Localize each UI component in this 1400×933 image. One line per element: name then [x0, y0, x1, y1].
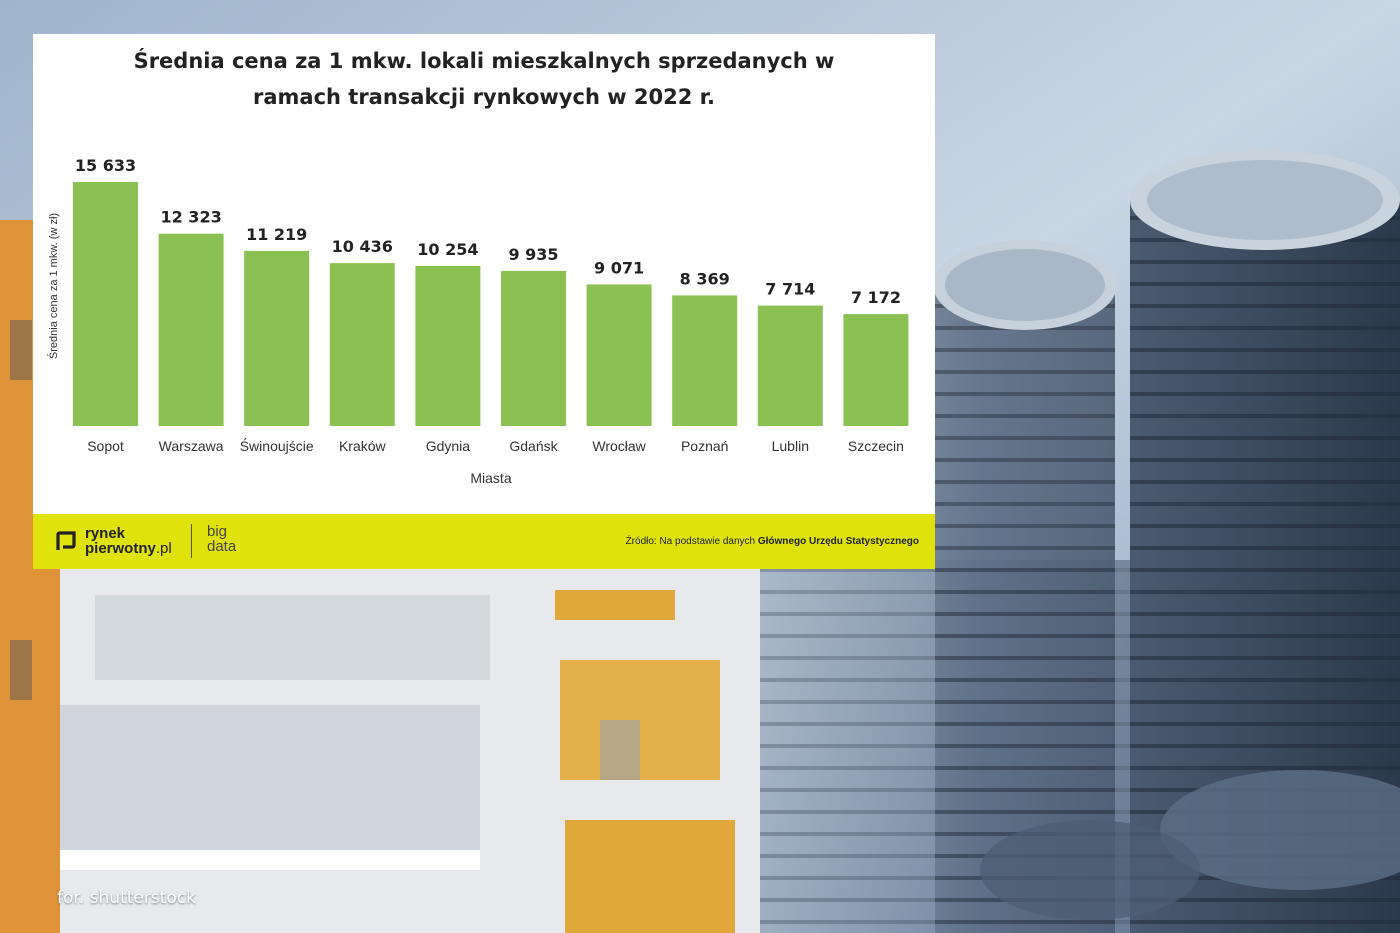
category-label-2: Świnoujście [240, 437, 314, 454]
logo-suffix: .pl [155, 540, 172, 557]
logo-divider [191, 524, 192, 558]
value-label-1: 12 323 [160, 208, 221, 227]
bar-8 [757, 305, 823, 426]
bar-1 [158, 233, 224, 426]
source-note: Źródło: Na podstawie danych Głównego Urz… [626, 536, 919, 547]
value-label-0: 15 633 [75, 156, 136, 175]
rynek-pierwotny-logo-icon [56, 531, 76, 550]
bar-9 [843, 314, 909, 426]
x-axis-label: Miasta [470, 470, 511, 486]
value-label-4: 10 254 [417, 240, 478, 259]
logo-line-1: rynek [85, 525, 126, 542]
chart-title-line-1: Średnia cena za 1 mkw. lokali mieszkalny… [133, 49, 835, 73]
bar-0 [73, 182, 138, 426]
photo-credit: for. shutterstock [57, 888, 196, 908]
source-prefix: Źródło: Na podstawie danych [625, 536, 758, 547]
value-label-3: 10 436 [332, 237, 393, 256]
big-data-line-2: data [207, 538, 237, 555]
y-axis-label: Średnia cena za 1 mkw. (w zł) [47, 213, 60, 359]
chart-card: Średnia cena za 1 mkw. lokali mieszkalny… [33, 34, 935, 569]
value-label-6: 9 071 [594, 258, 644, 277]
logo-line-2: pierwotny.pl [85, 540, 172, 557]
value-label-7: 8 369 [680, 269, 730, 288]
bar-2 [244, 250, 310, 426]
bar-3 [329, 263, 395, 426]
category-label-0: Sopot [87, 438, 124, 454]
value-label-8: 7 714 [765, 280, 815, 299]
category-label-8: Lublin [772, 438, 809, 454]
category-label-6: Wrocław [592, 438, 646, 454]
category-label-3: Kraków [339, 438, 387, 454]
category-label-7: Poznań [681, 438, 728, 454]
category-label-4: Gdynia [426, 438, 471, 454]
category-label-9: Szczecin [848, 438, 904, 454]
bar-chart: 15 633 12 323 11 219 10 436 10 254 9 935 9 071… [47, 156, 909, 486]
chart-title-line-2: ramach transakcji rynkowych w 2022 r. [252, 85, 716, 109]
bar-7 [672, 295, 738, 426]
bar-5 [501, 270, 566, 426]
logo-bold: pierwotny [85, 540, 156, 557]
bar-6 [586, 284, 652, 426]
value-label-2: 11 219 [246, 225, 307, 244]
big-data-line-1: big [207, 523, 228, 540]
footer-band: rynek pierwotny.pl big data Źródło: Na p… [33, 514, 935, 569]
source-bold: Głównego Urzędu Statystycznego [757, 536, 919, 547]
category-label-1: Warszawa [159, 438, 224, 454]
value-label-9: 7 172 [851, 288, 901, 307]
category-label-5: Gdańsk [509, 438, 558, 454]
bar-4 [415, 266, 481, 426]
value-label-5: 9 935 [508, 245, 558, 264]
